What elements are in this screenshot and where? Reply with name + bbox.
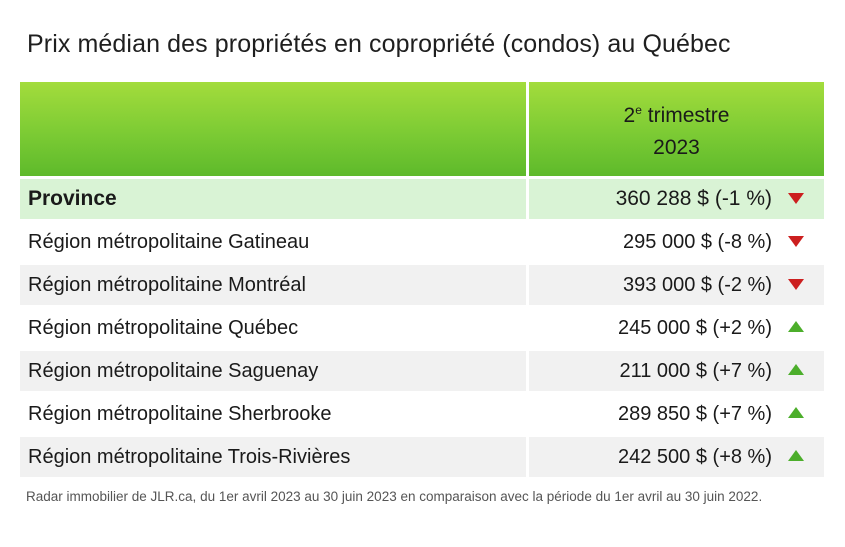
- median-price-value: 295 000 $ (-8 %): [529, 219, 824, 262]
- trend-up-icon: [788, 321, 804, 332]
- median-price-value: 245 000 $ (+2 %): [529, 305, 824, 348]
- quarter-column-header: 2e trimestre 2023: [529, 82, 824, 176]
- table-row: Région métropolitaine Gatineau 295 000 $ …: [20, 219, 824, 262]
- region-name: Région métropolitaine Sherbrooke: [20, 391, 529, 434]
- price-text: 295 000 $ (-8 %): [623, 230, 772, 253]
- source-note: Radar immobilier de JLR.ca, du 1er avril…: [26, 489, 763, 504]
- chart-title: Prix médian des propriétés en copropriét…: [27, 30, 731, 58]
- trend-down-icon: [788, 193, 804, 204]
- region-name: Région métropolitaine Montréal: [20, 262, 529, 305]
- table-header-row: 2e trimestre 2023: [20, 82, 824, 176]
- table-row: Région métropolitaine Québec 245 000 $ (+…: [20, 305, 824, 348]
- price-text: 242 500 $ (+8 %): [618, 445, 772, 468]
- median-price-value: 289 850 $ (+7 %): [529, 391, 824, 434]
- quarter-period: trimestre: [647, 104, 730, 127]
- quarter-year: 2023: [653, 136, 700, 159]
- median-price-value: 211 000 $ (+7 %): [529, 348, 824, 391]
- trend-down-icon: [788, 236, 804, 247]
- table-row: Région métropolitaine Montréal 393 000 $ …: [20, 262, 824, 305]
- trend-up-icon: [788, 407, 804, 418]
- region-name: Province: [20, 176, 529, 219]
- region-column-header: [20, 82, 529, 176]
- median-price-value: 393 000 $ (-2 %): [529, 262, 824, 305]
- median-price-value: 360 288 $ (-1 %): [529, 176, 824, 219]
- price-text: 211 000 $ (+7 %): [619, 359, 772, 382]
- median-price-value: 242 500 $ (+8 %): [529, 434, 824, 477]
- table-row: Région métropolitaine Saguenay 211 000 $ …: [20, 348, 824, 391]
- table-row: Région métropolitaine Sherbrooke 289 850 …: [20, 391, 824, 434]
- table-row: Région métropolitaine Trois-Rivières 242 …: [20, 434, 824, 477]
- trend-up-icon: [788, 364, 804, 375]
- trend-down-icon: [788, 279, 804, 290]
- price-text: 245 000 $ (+2 %): [618, 316, 772, 339]
- region-name: Région métropolitaine Gatineau: [20, 219, 529, 262]
- price-table: 2e trimestre 2023 Province 360 288 $ (-1 …: [20, 82, 824, 477]
- price-text: 360 288 $ (-1 %): [615, 187, 772, 210]
- trend-up-icon: [788, 450, 804, 461]
- price-text: 393 000 $ (-2 %): [623, 273, 772, 296]
- region-name: Région métropolitaine Québec: [20, 305, 529, 348]
- quarter-ordinal-suffix: e: [635, 103, 642, 117]
- region-name: Région métropolitaine Trois-Rivières: [20, 434, 529, 477]
- price-text: 289 850 $ (+7 %): [618, 402, 772, 425]
- region-name: Région métropolitaine Saguenay: [20, 348, 529, 391]
- table-row-province: Province 360 288 $ (-1 %): [20, 176, 824, 219]
- quarter-ordinal: 2: [623, 104, 636, 127]
- table-body: Province 360 288 $ (-1 %) Région métropoli…: [20, 176, 824, 477]
